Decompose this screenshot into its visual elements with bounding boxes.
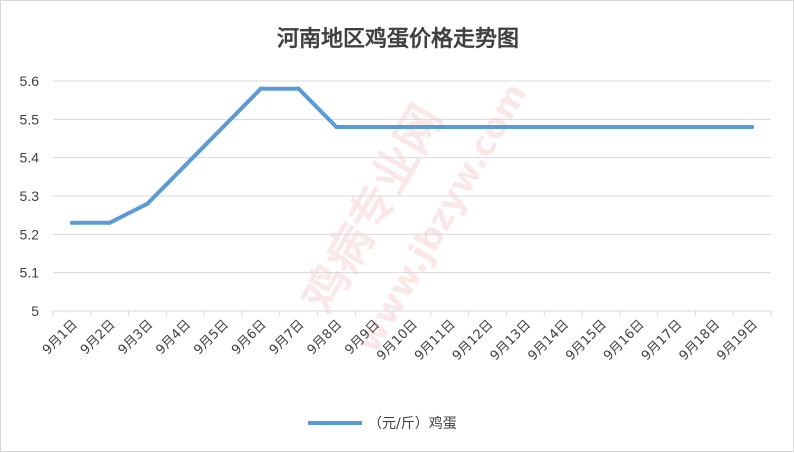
x-tick-label: 9月16日	[601, 317, 648, 364]
data-point	[523, 125, 528, 129]
data-point	[485, 125, 490, 129]
y-tick-label: 5.5	[20, 111, 40, 127]
x-tick-label: 9月19日	[714, 317, 761, 364]
legend-label: （元/斤）鸡蛋	[368, 415, 457, 432]
y-tick-label: 5.3	[20, 188, 40, 204]
data-point	[410, 125, 414, 129]
data-point	[69, 220, 74, 225]
data-point	[334, 125, 339, 129]
data-point	[561, 125, 566, 129]
x-tick-label: 9月5日	[191, 317, 232, 358]
x-tick-label: 9月11日	[412, 317, 459, 364]
x-tick-label: 9月17日	[639, 317, 686, 364]
data-point	[674, 125, 679, 129]
y-tick-label: 5.2	[20, 226, 40, 242]
x-tick-label: 9月1日	[40, 317, 81, 358]
data-point	[636, 125, 641, 129]
x-tick-label: 9月4日	[153, 317, 194, 358]
data-point	[447, 125, 452, 129]
x-tick-label: 9月8日	[305, 317, 346, 358]
series-layer	[69, 86, 755, 225]
data-point	[258, 86, 263, 91]
x-tick-label: 9月15日	[563, 317, 610, 364]
data-point	[296, 86, 301, 91]
chart-title: 河南地区鸡蛋价格走势图	[277, 26, 519, 52]
y-tick-label: 5	[31, 303, 39, 319]
data-point	[183, 163, 188, 168]
x-tick-label: 9月12日	[450, 317, 497, 364]
x-tick-label: 9月7日	[267, 317, 308, 358]
data-point	[221, 125, 226, 129]
y-tick-label: 5.6	[20, 73, 40, 89]
y-axis-ticks: 5 5.1 5.2 5.3 5.4 5.5 5.6	[20, 73, 40, 319]
y-tick-label: 5.4	[20, 150, 40, 166]
data-point	[750, 125, 755, 129]
x-tick-label: 9月13日	[488, 317, 535, 364]
y-tick-label: 5.1	[20, 265, 40, 281]
data-point	[598, 125, 603, 129]
x-tick-label: 9月6日	[229, 317, 270, 358]
data-point	[145, 201, 150, 206]
watermark: 鸡病专业网 www.jbzyw.com	[291, 76, 535, 359]
x-tick-label: 9月14日	[525, 317, 572, 364]
gridlines	[53, 80, 771, 312]
x-tick-label: 9月2日	[78, 317, 119, 358]
data-point	[712, 125, 717, 129]
data-point	[107, 220, 112, 225]
legend: （元/斤）鸡蛋	[308, 415, 457, 432]
x-tick-label: 9月3日	[116, 317, 157, 358]
data-point	[372, 125, 377, 129]
x-tick-label: 9月18日	[677, 317, 724, 364]
